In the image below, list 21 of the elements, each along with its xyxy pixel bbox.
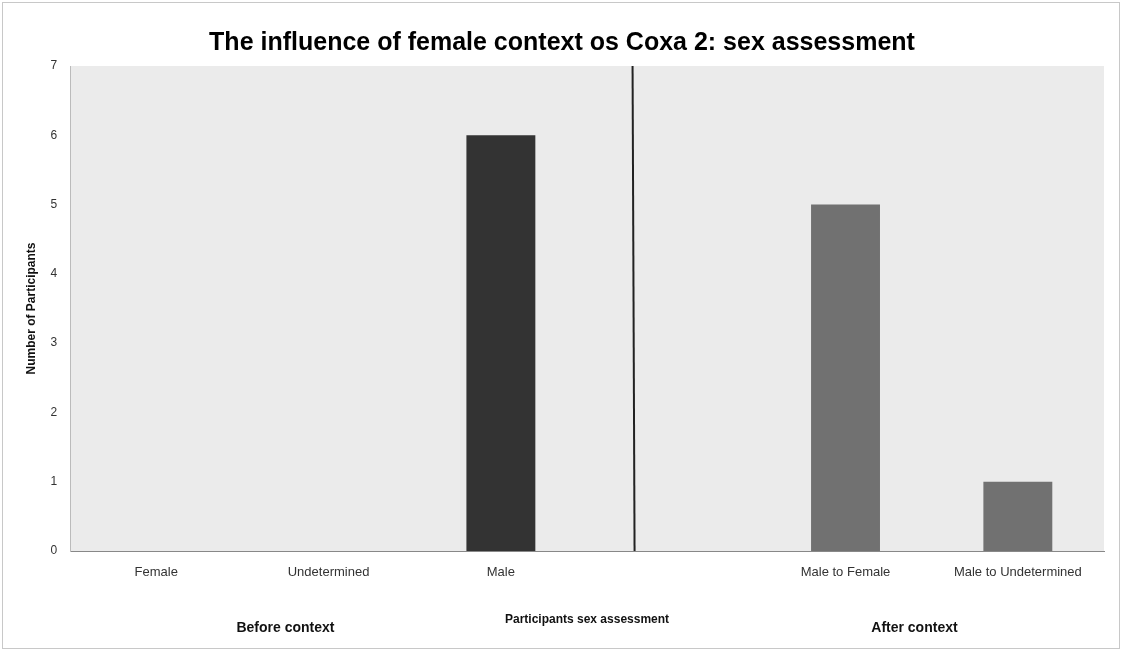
y-tick-label: 3 <box>50 335 58 350</box>
bar <box>811 204 880 551</box>
x-tick-label: Female <box>134 564 178 580</box>
y-tick-label: 5 <box>50 196 58 211</box>
y-axis-title: Number of Participants <box>23 242 38 375</box>
y-tick-label: 7 <box>50 58 58 73</box>
x-tick-label: Male to Female <box>800 564 891 580</box>
bar <box>983 481 1053 551</box>
x-tick-label: Undetermined <box>287 564 370 580</box>
x-tick-label: Male <box>486 564 515 580</box>
text: After context <box>871 618 958 635</box>
bar <box>466 135 536 551</box>
y-tick-label: 6 <box>50 127 58 142</box>
chart-title: The influence of female context os Coxa 2: sex assessment <box>209 26 916 55</box>
y-tick-label: 0 <box>50 543 58 558</box>
x-axis-title: Participants sex assessment <box>504 612 670 627</box>
y-tick-label: 4 <box>50 266 58 281</box>
x-tick-label: Male to Undetermined <box>953 564 1082 580</box>
text: Before context <box>236 618 335 635</box>
y-tick-label: 1 <box>50 474 58 489</box>
y-tick-label: 2 <box>50 404 58 419</box>
